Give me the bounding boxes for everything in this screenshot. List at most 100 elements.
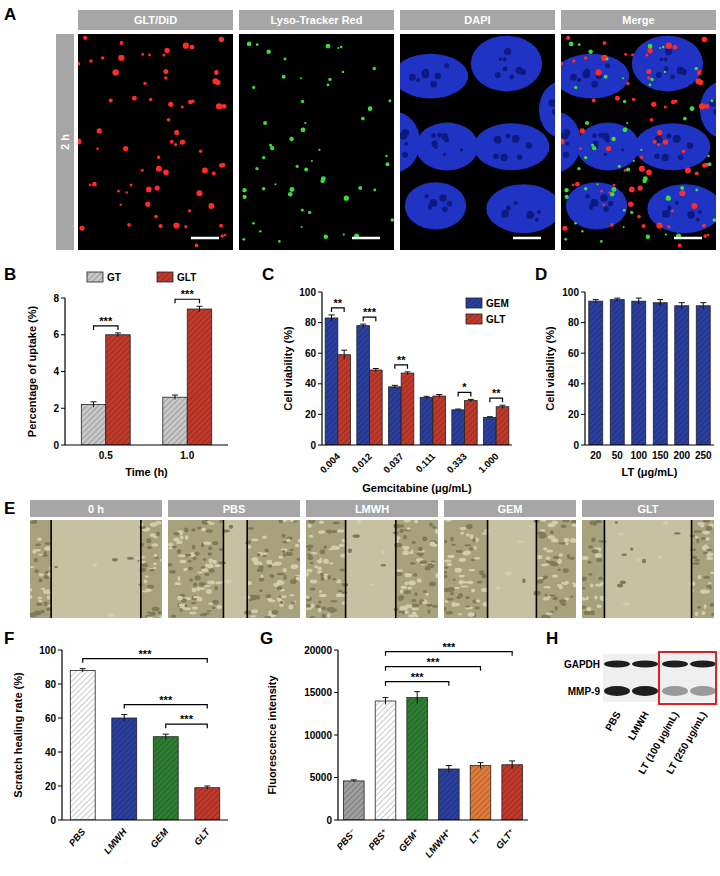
panel-letter: F	[4, 629, 14, 648]
cell-texture	[147, 617, 154, 618]
red-signal	[127, 223, 131, 227]
cell-texture	[178, 555, 186, 558]
green-signal	[710, 99, 713, 102]
cell-texture	[168, 547, 172, 549]
red-signal	[650, 118, 654, 122]
cell-texture	[323, 559, 329, 564]
red-signal	[149, 98, 153, 102]
green-signal	[324, 235, 328, 239]
y-axis	[584, 292, 585, 445]
cell-texture	[323, 545, 326, 549]
cell-texture	[196, 587, 200, 591]
x-tick-label: 0.5	[99, 450, 113, 461]
nucleus-texture	[561, 132, 568, 140]
cell-texture	[591, 537, 596, 542]
cell-texture	[598, 576, 603, 580]
green-signal	[243, 195, 247, 199]
cell-texture	[543, 547, 547, 550]
legend-swatch	[87, 272, 103, 282]
cell-texture	[202, 568, 209, 572]
red-signal	[141, 169, 144, 172]
cell-texture	[188, 560, 192, 563]
bar	[338, 355, 351, 445]
nucleus-texture	[526, 142, 533, 149]
significance-label: ***	[180, 713, 194, 725]
cell-texture	[471, 589, 475, 593]
blot-band	[662, 686, 688, 696]
blot-band	[632, 686, 658, 696]
cell-texture	[273, 583, 279, 587]
green-signal	[649, 83, 652, 86]
green-signal	[266, 50, 270, 54]
green-signal	[373, 189, 376, 192]
x-tick-label: LMWH⁺	[423, 826, 454, 860]
cell-texture	[476, 600, 481, 603]
cell-texture	[600, 595, 607, 600]
y-tick	[581, 292, 585, 293]
cell-texture	[572, 582, 576, 584]
cell-texture	[450, 592, 454, 595]
cell-texture	[429, 522, 433, 526]
red-signal	[119, 204, 122, 207]
cell-texture	[145, 614, 152, 618]
bars	[70, 669, 219, 820]
cell-texture	[290, 549, 294, 551]
cell-texture	[458, 593, 463, 598]
nucleus-texture	[501, 154, 508, 161]
cell-texture	[284, 575, 287, 580]
cell-texture	[552, 574, 558, 577]
green-signal	[565, 195, 569, 199]
cell-texture	[189, 578, 193, 581]
image-background	[444, 520, 576, 618]
error-bar	[204, 786, 210, 789]
bar	[112, 718, 137, 820]
nucleus	[539, 82, 555, 138]
nucleus-texture	[526, 211, 534, 219]
cell-texture	[621, 553, 627, 556]
y-tick	[61, 298, 65, 299]
green-signal	[564, 238, 567, 241]
red-signal	[699, 103, 705, 109]
cell-texture	[38, 554, 43, 556]
nucleus-texture	[598, 133, 603, 138]
cell-texture	[319, 520, 324, 524]
cell-texture	[282, 550, 285, 553]
y-tick	[58, 820, 62, 821]
nucleus-texture	[416, 78, 420, 82]
cell-texture	[179, 560, 186, 564]
header-box	[306, 500, 438, 517]
red-signal	[96, 147, 99, 150]
cell-texture	[203, 558, 207, 561]
green-signal	[623, 128, 627, 132]
y-axis-label: Cell viability (%)	[544, 326, 556, 411]
green-signal	[301, 209, 304, 212]
y-tick-label: 0	[53, 440, 59, 451]
error-bar	[392, 385, 398, 388]
cell-texture	[154, 554, 158, 557]
bar	[452, 410, 465, 445]
cell-texture	[558, 569, 561, 571]
y-tick	[334, 777, 338, 778]
nucleus-texture	[537, 210, 541, 214]
nucleus-texture	[499, 58, 502, 61]
legend-swatch	[466, 298, 482, 308]
red-signal	[190, 45, 195, 50]
cell-texture	[139, 560, 146, 563]
cell-texture	[695, 536, 698, 539]
x-tick-label: LMWH	[101, 825, 129, 856]
cell-texture	[263, 555, 267, 557]
cell-texture	[306, 545, 313, 549]
cell-texture	[306, 572, 309, 577]
green-signal	[664, 71, 666, 73]
cell-texture	[282, 534, 286, 538]
scale-bar	[674, 237, 702, 240]
red-signal	[632, 98, 636, 102]
x-tick-label: PBS⁻	[334, 826, 358, 852]
y-axis-label: Percentage of uptake (%)	[26, 305, 38, 437]
cell-texture	[197, 526, 201, 529]
cell-texture	[544, 594, 547, 596]
bar	[195, 788, 220, 820]
cell-texture	[337, 590, 343, 592]
cell-texture	[412, 603, 419, 607]
cell-texture	[447, 555, 454, 558]
